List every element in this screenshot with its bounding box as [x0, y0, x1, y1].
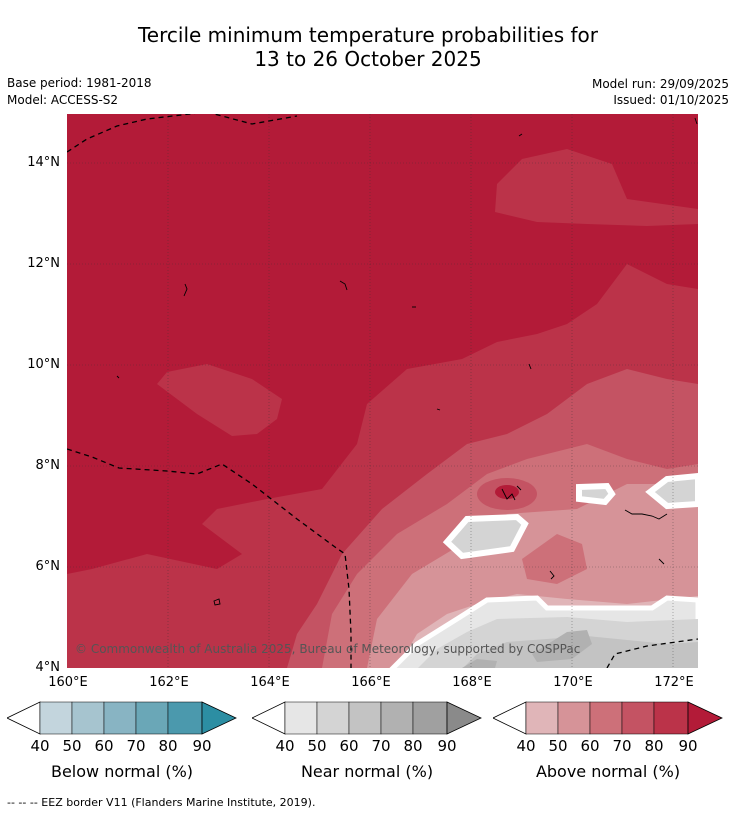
colorbar-below-swatch-5	[167, 701, 203, 735]
map-gridlines	[67, 114, 698, 668]
cb-near-tick-40: 40	[275, 737, 295, 755]
colorbar-below-label: Below normal (%)	[50, 762, 194, 781]
colorbar-below-swatch-4	[135, 701, 169, 735]
x-tick-168e: 168°E	[452, 675, 492, 690]
colorbar-below	[7, 701, 237, 735]
colorbar-near-label: Near normal (%)	[300, 762, 434, 781]
cb-above-tick-40: 40	[516, 737, 536, 755]
map-title-line1: Tercile minimum temperature probabilitie…	[137, 23, 599, 47]
colorbar-near-swatch-6	[446, 701, 482, 735]
cb-near-tick-70: 70	[371, 737, 391, 755]
colorbar-above	[493, 701, 723, 735]
colorbar-below-swatch-6	[201, 701, 237, 735]
cb-above-tick-60: 60	[580, 737, 600, 755]
colorbar-near-swatch-4	[380, 701, 414, 735]
cb-above-tick-70: 70	[612, 737, 632, 755]
map-title-line2: 13 to 26 October 2025	[254, 47, 482, 71]
region-near-40-a	[442, 513, 529, 560]
cb-above-tick-90: 90	[678, 737, 698, 755]
cb-near-tick-80: 80	[403, 737, 423, 755]
model-run: Model run: 29/09/2025	[591, 77, 729, 91]
model-name: Model: ACCESS-S2	[7, 93, 119, 107]
region-above-80-north	[495, 149, 698, 226]
colorbar-above-swatch-3	[589, 701, 623, 735]
colorbar-above-swatch-4	[621, 701, 655, 735]
x-tick-164e: 164°E	[250, 675, 290, 690]
x-tick-172e: 172°E	[654, 675, 694, 690]
eez-footnote: -- -- -- EEZ border V11 (Flanders Marine…	[7, 796, 316, 809]
cb-below-tick-70: 70	[126, 737, 146, 755]
region-near-70-south-b	[462, 659, 497, 668]
region-near-40-c	[645, 472, 698, 510]
y-tick-14n: 14°N	[27, 155, 60, 170]
cb-near-tick-60: 60	[339, 737, 359, 755]
y-tick-4n: 4°N	[35, 660, 61, 675]
cb-below-tick-60: 60	[94, 737, 114, 755]
y-tick-10n: 10°N	[27, 357, 60, 372]
map-copyright: © Commonwealth of Australia 2025, Bureau…	[75, 642, 580, 656]
y-tick-6n: 6°N	[35, 559, 61, 574]
x-tick-160e: 160°E	[48, 675, 88, 690]
cb-near-tick-90: 90	[437, 737, 457, 755]
cb-below-tick-40: 40	[30, 737, 50, 755]
eez-borders	[67, 114, 698, 668]
region-near-70-south	[532, 630, 592, 662]
y-tick-12n: 12°N	[27, 256, 60, 271]
y-tick-8n: 8°N	[35, 458, 61, 473]
colorbar-above-swatch-5	[653, 701, 689, 735]
probability-map: © Commonwealth of Australia 2025, Bureau…	[67, 114, 698, 668]
colorbar-near-swatch-5	[412, 701, 448, 735]
x-tick-166e: 166°E	[351, 675, 391, 690]
cb-above-tick-80: 80	[644, 737, 664, 755]
region-above-70-patch	[522, 534, 587, 584]
issued-date: Issued: 01/10/2025	[613, 93, 729, 107]
colorbar-above-swatch-6	[687, 701, 723, 735]
cb-below-tick-50: 50	[62, 737, 82, 755]
cb-near-tick-50: 50	[307, 737, 327, 755]
x-tick-162e: 162°E	[149, 675, 189, 690]
colorbar-below-swatch-3	[103, 701, 137, 735]
colorbar-below-swatch-2	[71, 701, 105, 735]
region-above-80-west	[157, 364, 282, 436]
cb-above-tick-50: 50	[548, 737, 568, 755]
cb-below-tick-80: 80	[158, 737, 178, 755]
region-near-40-b	[576, 482, 616, 506]
colorbar-below-swatch-1	[39, 701, 73, 735]
colorbar-above-label: Above normal (%)	[535, 762, 681, 781]
base-period: Base period: 1981-2018	[7, 76, 152, 90]
colorbar-near-swatch-3	[348, 701, 382, 735]
colorbar-near-swatch-1	[284, 701, 318, 735]
region-above-90-island	[495, 485, 519, 499]
colorbar-above-swatch-1	[525, 701, 559, 735]
colorbar-near	[252, 701, 482, 735]
island-outlines	[116, 117, 698, 606]
colorbar-near-swatch-2	[316, 701, 350, 735]
cb-below-tick-90: 90	[192, 737, 212, 755]
colorbar-above-swatch-2	[557, 701, 591, 735]
x-tick-170e: 170°E	[553, 675, 593, 690]
